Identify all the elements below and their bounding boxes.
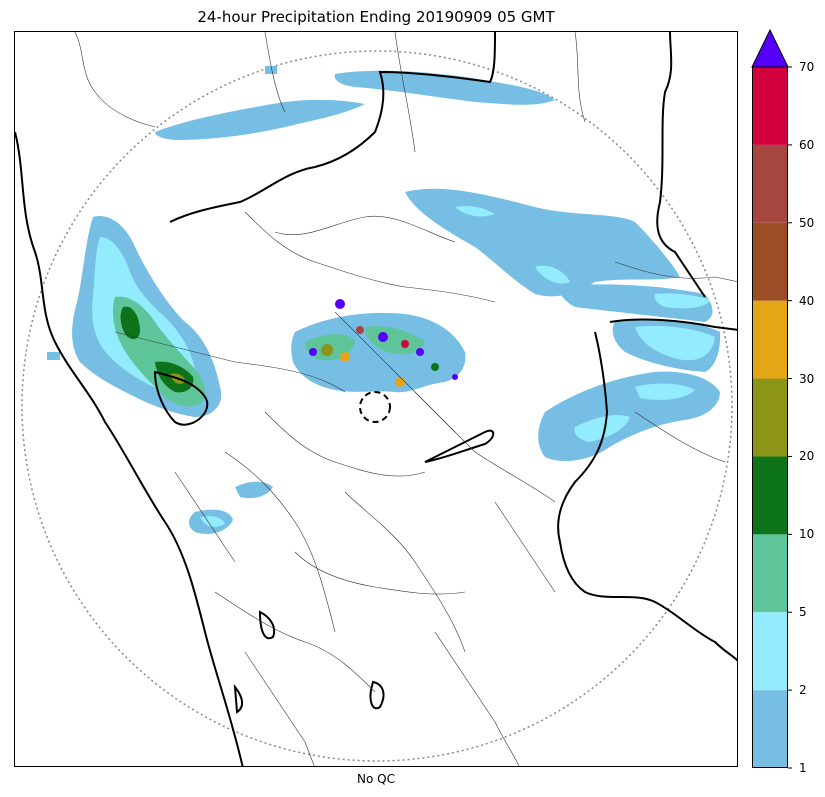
map-canvas [15, 32, 737, 766]
colorbar [751, 28, 792, 769]
colorbar-extend-max-triangle [751, 28, 789, 68]
radar-map [14, 31, 738, 767]
precip-north-band [155, 66, 555, 140]
colorbar-tick-label: 30 [799, 371, 815, 386]
precip-northeast-band [405, 188, 713, 322]
colorbar-segment [752, 300, 788, 379]
precip-central-cluster [189, 299, 466, 534]
colorbar-tick-label: 5 [799, 605, 807, 620]
colorbar-tick-label: 50 [799, 215, 815, 230]
district-borders [74, 32, 737, 766]
map-title: 24-hour Precipitation Ending 20190909 05… [197, 8, 555, 26]
colorbar-segment [752, 378, 788, 457]
colorbar-segment [752, 534, 788, 613]
colorbar-segment [752, 690, 788, 768]
colorbar-segment [752, 144, 788, 223]
colorbar-tick-label: 70 [799, 60, 815, 74]
radar-range-ring [21, 50, 733, 762]
precip-west-cell [47, 216, 222, 417]
colorbar-segment [752, 456, 788, 535]
colorbar-tick-label: 2 [799, 683, 807, 698]
colorbar-segment [752, 67, 788, 145]
colorbar-tick-label: 60 [799, 137, 815, 152]
radar-site-marker [359, 391, 391, 423]
colorbar-segment [752, 222, 788, 301]
colorbar-outline [752, 66, 788, 768]
colorbar-tick-label: 40 [799, 293, 815, 308]
colorbar-tick-label: 1 [799, 761, 807, 775]
colorbar-tick-label: 20 [799, 449, 815, 464]
colorbar-tick-label: 10 [799, 527, 815, 542]
colorbar-graphic [751, 28, 792, 769]
state-borders [15, 32, 737, 766]
colorbar-segment [752, 612, 788, 691]
precip-east-band [538, 319, 721, 462]
map-subtitle: No QC [357, 772, 395, 786]
